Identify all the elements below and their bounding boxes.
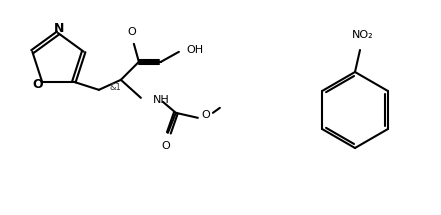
Text: OH: OH [187,45,204,55]
Text: O: O [127,27,136,37]
Text: O: O [202,110,210,120]
Text: O: O [33,78,44,91]
Text: NO₂: NO₂ [352,30,374,40]
Text: N: N [54,23,64,35]
Text: NH: NH [153,95,170,105]
Text: O: O [161,141,170,151]
Text: &1: &1 [110,83,122,92]
